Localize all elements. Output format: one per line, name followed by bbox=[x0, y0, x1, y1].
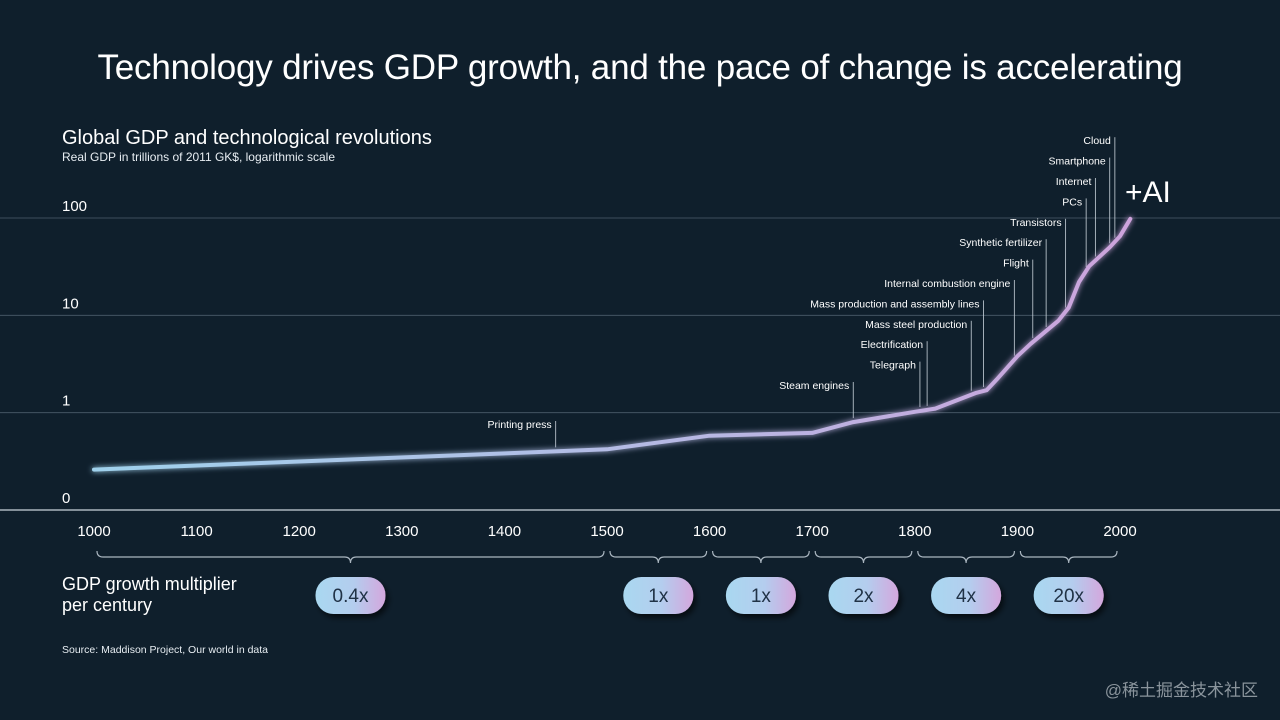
multiplier-label: 4x bbox=[956, 586, 977, 607]
gdp-line bbox=[92, 216, 1133, 472]
multiplier-pill bbox=[315, 577, 386, 614]
gdp-series bbox=[92, 216, 1133, 472]
y-tick-label: 0 bbox=[62, 490, 70, 507]
multiplier-label: 1x bbox=[648, 586, 669, 607]
x-tick-label: 1900 bbox=[1001, 523, 1034, 540]
event-label: Flight bbox=[1003, 258, 1029, 270]
y-tick-label: 100 bbox=[62, 198, 87, 215]
event-label: Electrification bbox=[861, 339, 924, 351]
x-tick-label: 1200 bbox=[283, 523, 316, 540]
x-tick-label: 1500 bbox=[590, 523, 623, 540]
x-tick-label: 1100 bbox=[180, 523, 212, 540]
multiplier-title-line2: per century bbox=[62, 595, 152, 615]
event-label: Mass steel production bbox=[865, 319, 967, 331]
multiplier-label: 20x bbox=[1053, 586, 1084, 607]
watermark: @稀土掘金技术社区 bbox=[1104, 681, 1258, 700]
multiplier-brace bbox=[609, 550, 708, 564]
multiplier-brace bbox=[814, 550, 913, 564]
chart-subtitle: Global GDP and technological revolutions bbox=[62, 127, 432, 149]
x-tick-label: 1000 bbox=[77, 523, 110, 540]
event-label: Smartphone bbox=[1049, 156, 1106, 168]
event-label: Transistors bbox=[1010, 217, 1062, 229]
event-label: Steam engines bbox=[779, 380, 849, 392]
multiplier-brace bbox=[1019, 550, 1118, 564]
y-tick-label: 1 bbox=[62, 393, 70, 410]
chart-unit-label: Real GDP in trillions of 2011 GK$, logar… bbox=[62, 150, 336, 164]
multiplier-brace bbox=[712, 550, 810, 564]
source-note: Source: Maddison Project, Our world in d… bbox=[62, 644, 269, 656]
growth-multipliers: 0.4x 1x 1x 2x 4x 20x bbox=[96, 550, 1118, 614]
page-title: Technology drives GDP growth, and the pa… bbox=[97, 48, 1183, 87]
x-tick-label: 2000 bbox=[1103, 523, 1136, 540]
multiplier-title-line1: GDP growth multiplier bbox=[62, 574, 237, 594]
multiplier-pill bbox=[931, 577, 1002, 614]
x-tick-label: 1800 bbox=[898, 523, 931, 540]
x-tick-label: 1600 bbox=[693, 523, 726, 540]
event-annotations: Printing press Steam engines Telegraph Elec… bbox=[487, 135, 1171, 448]
multiplier-label: 2x bbox=[853, 586, 874, 607]
event-label: Synthetic fertilizer bbox=[959, 237, 1042, 249]
multiplier-brace bbox=[96, 550, 605, 564]
multiplier-brace bbox=[917, 550, 1015, 564]
multiplier-pill bbox=[725, 577, 796, 614]
multiplier-label: 0.4x bbox=[333, 586, 369, 607]
event-label: Mass production and assembly lines bbox=[810, 298, 979, 310]
x-axis: 1000 1100 1200 1300 1400 1500 1600 1700 1800 1900… bbox=[77, 523, 1136, 540]
multiplier-pill bbox=[1033, 577, 1104, 614]
event-label: Internal combustion engine bbox=[884, 278, 1010, 290]
event-label: Printing press bbox=[487, 419, 551, 431]
grid-lines: 0 1 10 100 bbox=[0, 198, 1280, 511]
x-tick-label: 1700 bbox=[796, 523, 829, 540]
event-label: Cloud bbox=[1083, 135, 1111, 147]
x-tick-label: 1300 bbox=[385, 523, 418, 540]
x-tick-label: 1400 bbox=[488, 523, 521, 540]
y-tick-label: 10 bbox=[62, 295, 79, 312]
multiplier-pill bbox=[828, 577, 899, 614]
event-label: PCs bbox=[1062, 196, 1082, 208]
event-label: Internet bbox=[1056, 176, 1092, 188]
ai-label: +AI bbox=[1125, 176, 1171, 209]
event-label: Telegraph bbox=[870, 360, 916, 372]
multiplier-label: 1x bbox=[751, 586, 772, 607]
multiplier-pill bbox=[623, 577, 694, 614]
